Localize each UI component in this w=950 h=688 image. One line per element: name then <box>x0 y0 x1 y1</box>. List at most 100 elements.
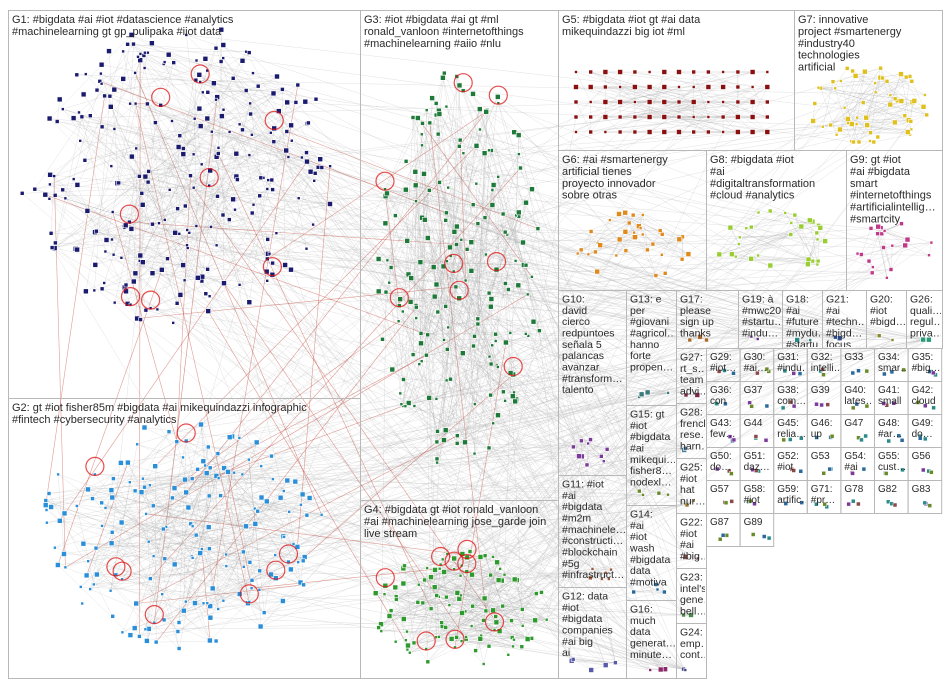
edge <box>167 258 694 501</box>
edge <box>398 321 514 375</box>
node <box>904 236 911 243</box>
self-loop <box>85 456 105 476</box>
node <box>446 325 451 330</box>
node <box>493 614 499 619</box>
node <box>107 93 113 99</box>
edge <box>189 170 211 233</box>
node <box>42 502 49 508</box>
node <box>431 584 438 591</box>
edge <box>179 84 298 147</box>
edge <box>112 471 229 533</box>
edge <box>172 497 227 555</box>
self-loop <box>239 584 259 604</box>
node <box>588 100 593 104</box>
edge <box>184 478 273 480</box>
node <box>237 122 242 127</box>
edge <box>450 255 840 339</box>
edge <box>76 505 686 671</box>
node <box>756 210 761 215</box>
edge <box>85 204 254 292</box>
edge <box>461 556 481 614</box>
edge <box>302 394 642 495</box>
edge <box>153 526 193 557</box>
edge <box>59 520 298 548</box>
edge <box>493 184 533 190</box>
node <box>111 86 118 93</box>
edge <box>378 291 491 396</box>
edge <box>297 504 688 548</box>
edge <box>822 114 927 127</box>
cluster-label-line: advi… <box>680 386 710 398</box>
edge <box>910 114 927 122</box>
edge <box>415 212 447 306</box>
edge <box>419 98 433 365</box>
cluster-label-line: rt_s… <box>680 363 708 375</box>
cluster-label-line: generat… <box>630 638 676 650</box>
node <box>128 101 132 106</box>
edge <box>306 161 658 590</box>
node <box>529 186 535 192</box>
node <box>415 115 421 121</box>
edge <box>456 226 686 449</box>
cluster-label-line: G57 <box>710 484 729 495</box>
node <box>530 318 537 325</box>
node <box>270 90 277 97</box>
node <box>716 251 723 258</box>
edge-highlight <box>45 95 105 506</box>
node <box>226 434 233 441</box>
edge <box>410 153 485 302</box>
edge <box>746 228 791 235</box>
edge <box>642 214 683 260</box>
edge <box>217 453 258 512</box>
node <box>454 433 460 439</box>
edge <box>22 185 210 194</box>
edge <box>436 176 499 459</box>
edge <box>196 225 908 240</box>
node <box>584 462 590 468</box>
node <box>881 401 887 406</box>
edge <box>123 78 925 96</box>
edge <box>492 189 616 663</box>
edge <box>95 145 477 266</box>
edge <box>185 339 924 602</box>
edge <box>87 99 317 212</box>
edge <box>178 146 250 303</box>
node <box>247 559 253 565</box>
edge <box>139 51 247 261</box>
node <box>141 424 148 431</box>
edge <box>597 214 643 244</box>
node <box>498 567 502 571</box>
node <box>251 202 256 207</box>
node <box>133 600 139 607</box>
node <box>646 99 653 105</box>
edge <box>457 592 495 631</box>
edge <box>413 593 537 644</box>
edge <box>870 102 913 133</box>
edge <box>152 146 179 225</box>
node <box>617 99 623 105</box>
node <box>815 237 820 242</box>
edge <box>438 110 492 151</box>
edge <box>868 106 924 127</box>
edge <box>49 184 331 205</box>
node <box>258 175 264 181</box>
node <box>151 554 156 558</box>
node <box>304 246 309 251</box>
node <box>833 86 838 91</box>
edge <box>438 596 686 671</box>
edge <box>93 552 201 585</box>
edge <box>443 184 494 441</box>
node <box>112 127 117 131</box>
edge <box>525 619 547 638</box>
edge <box>590 116 709 133</box>
edge <box>392 276 532 370</box>
edge <box>94 96 111 291</box>
edge <box>412 117 506 233</box>
node <box>327 201 333 207</box>
edge <box>442 559 522 647</box>
edge <box>433 267 458 444</box>
edge <box>472 93 533 190</box>
node <box>797 371 803 376</box>
node <box>888 267 894 272</box>
edge <box>441 598 460 623</box>
